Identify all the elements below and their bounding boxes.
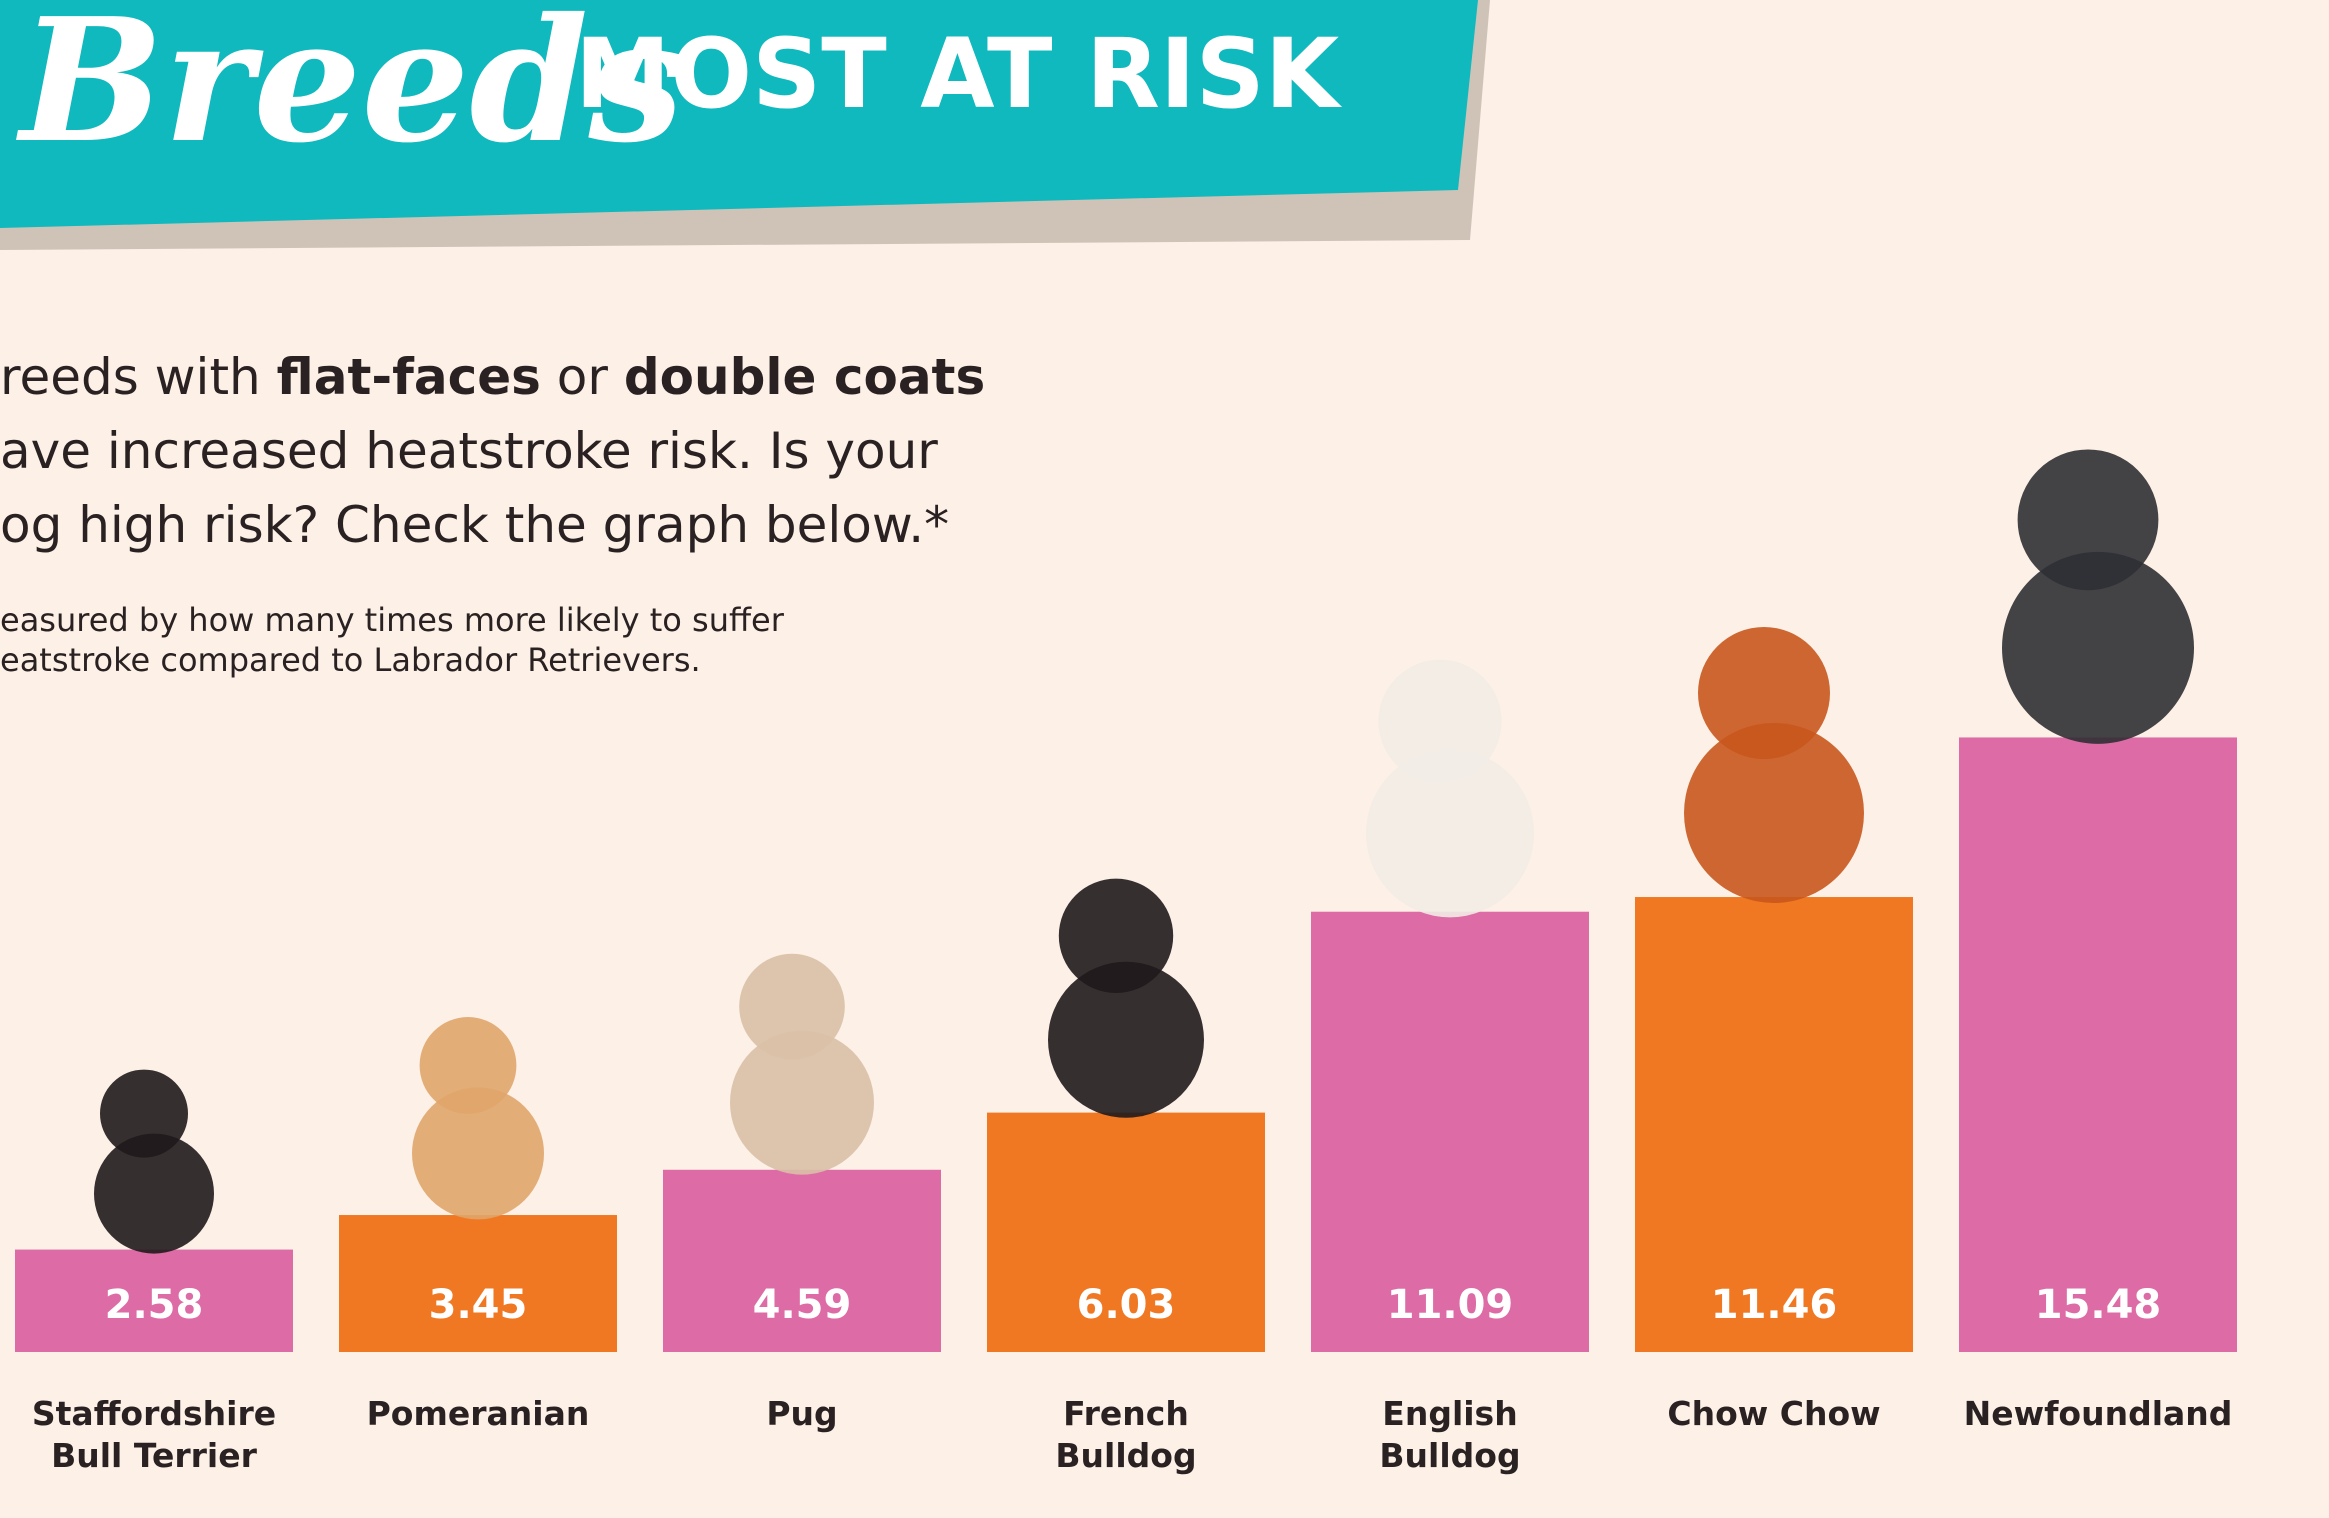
bar: [1959, 737, 2237, 1352]
dog-head: [739, 954, 845, 1060]
value-label: 4.59: [753, 1282, 852, 1328]
category-label: Bulldog: [1379, 1436, 1520, 1475]
dog-head: [1378, 660, 1501, 783]
category-label: Pug: [766, 1394, 837, 1433]
intro-text: ave increased heatstroke risk. Is your: [0, 422, 938, 480]
intro-line: og high risk? Check the graph below.*: [0, 496, 949, 554]
value-label: 3.45: [429, 1282, 528, 1328]
category-label: Bull Terrier: [51, 1436, 258, 1475]
category-label: French: [1063, 1394, 1189, 1433]
value-label: 15.48: [2035, 1282, 2162, 1328]
footnote: easured by how many times more likely to…: [0, 601, 785, 639]
dog-head: [420, 1017, 517, 1114]
category-label: Pomeranian: [367, 1394, 590, 1433]
category-label: Staffordshire: [32, 1394, 276, 1433]
dog-head: [2018, 449, 2159, 590]
intro-line: reeds with flat-faces or double coats: [0, 348, 985, 406]
intro-text: og high risk? Check the graph below.*: [0, 496, 949, 554]
dog-head: [100, 1070, 188, 1158]
footnote: eatstroke compared to Labrador Retriever…: [0, 641, 701, 679]
page: Breeds MOST AT RISK reeds with flat-face…: [0, 0, 2329, 1518]
category-label: Newfoundland: [1964, 1394, 2233, 1433]
value-label: 11.46: [1711, 1282, 1838, 1328]
dog-head: [1059, 879, 1173, 993]
value-label: 6.03: [1077, 1282, 1176, 1328]
category-label: Bulldog: [1055, 1436, 1196, 1475]
value-label: 2.58: [105, 1282, 204, 1328]
intro-text: flat-faces: [277, 348, 541, 406]
intro-text: reeds with: [0, 348, 277, 406]
category-label: Chow Chow: [1667, 1394, 1880, 1433]
category-label: English: [1382, 1394, 1517, 1433]
intro-line: ave increased heatstroke risk. Is your: [0, 422, 938, 480]
title: MOST AT RISK: [575, 18, 1343, 130]
intro-text: or: [541, 348, 624, 406]
dog-head: [1698, 627, 1830, 759]
intro-text: double coats: [624, 348, 985, 406]
value-label: 11.09: [1387, 1282, 1514, 1328]
chart: Breeds MOST AT RISK reeds with flat-face…: [0, 0, 2329, 1518]
